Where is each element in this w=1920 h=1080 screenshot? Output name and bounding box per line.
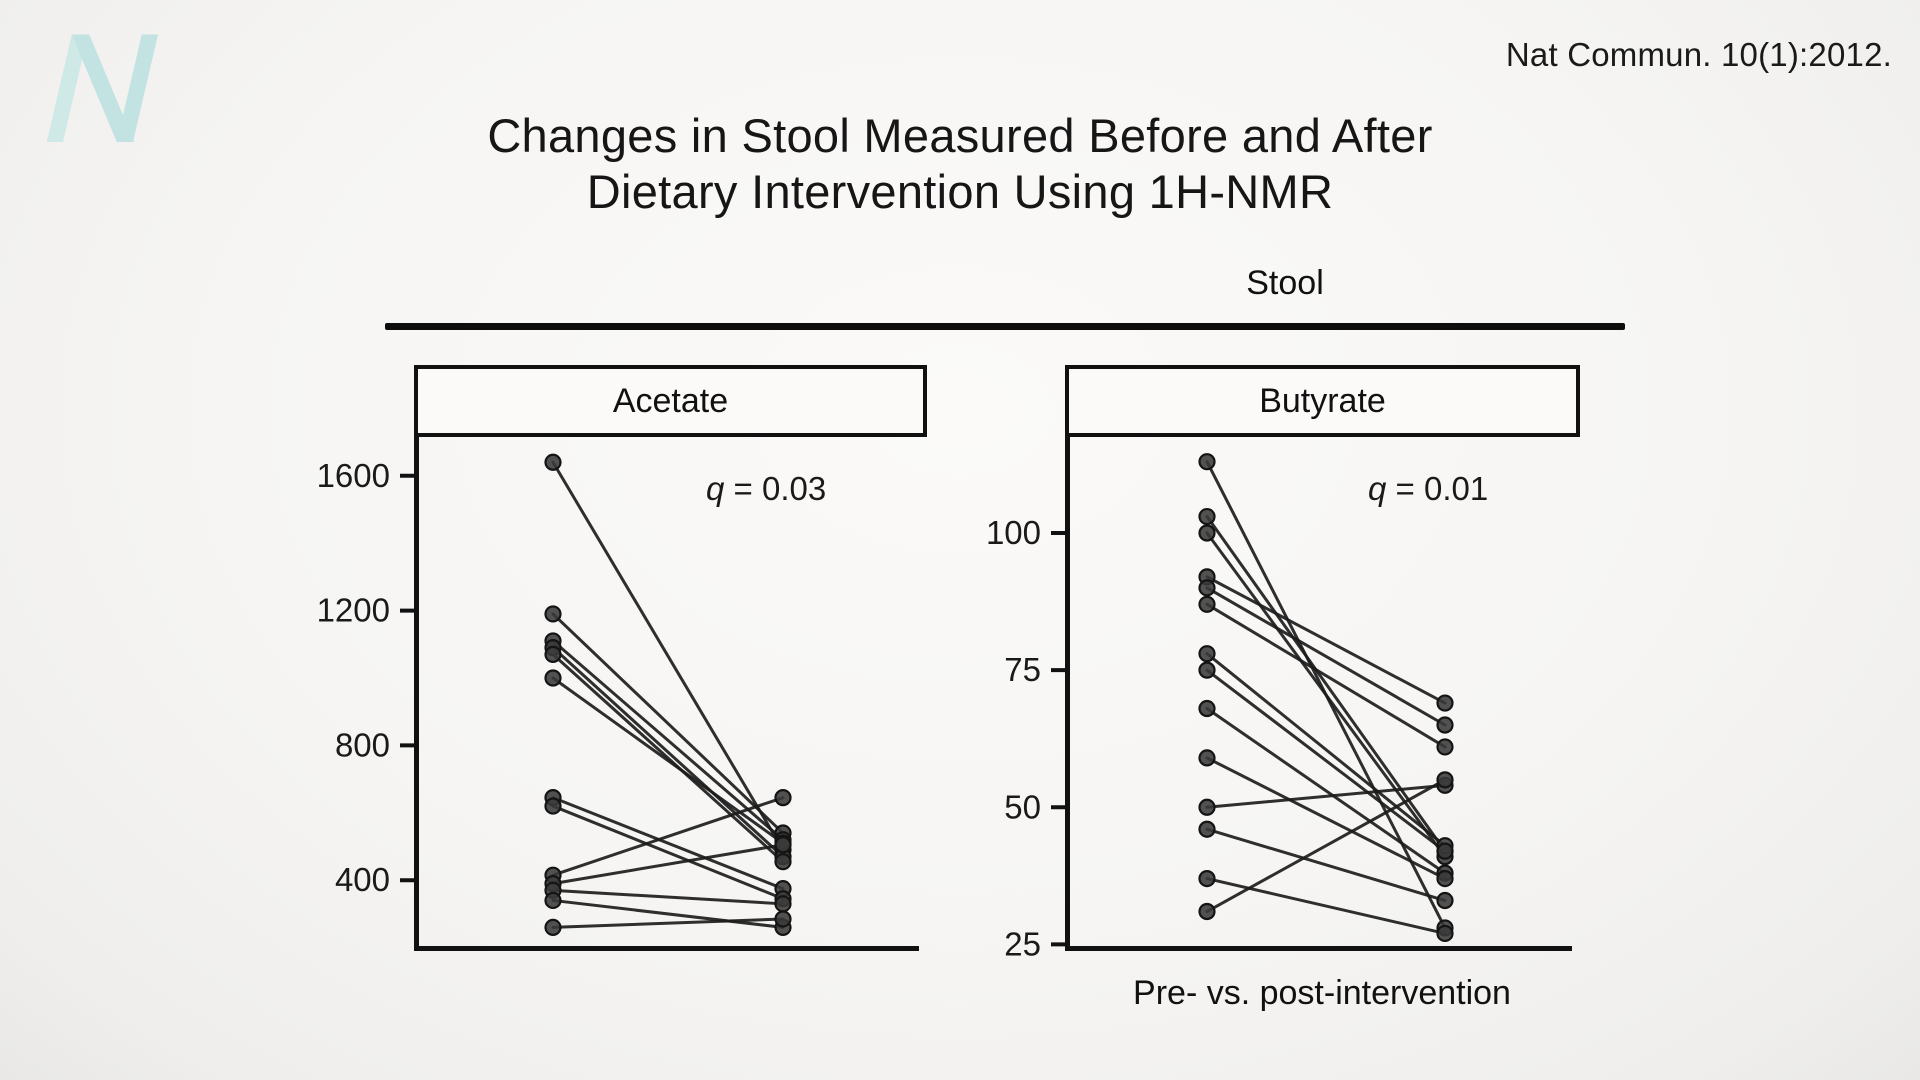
page-title-line2: Dietary Intervention Using 1H-NMR: [586, 165, 1334, 218]
pair-lines: [551, 460, 785, 929]
panel-title-butyrate: Butyrate: [1259, 381, 1386, 420]
y-tick-label: 400: [335, 861, 390, 898]
section-label-stool: Stool: [1246, 264, 1324, 302]
y-tick-label: 50: [1004, 788, 1041, 825]
butyrate-plot: 25 50 75 100 q = 0.01: [986, 437, 1572, 962]
section-rule: [385, 323, 1625, 330]
citation: Nat Commun. 10(1):2012.: [1505, 36, 1892, 73]
q-value-annotation: q = 0.01: [1368, 470, 1488, 507]
panel-title-acetate: Acetate: [612, 381, 729, 420]
y-tick-label: 1200: [317, 592, 390, 629]
page-title-line1: Changes in Stool Measured Before and Aft…: [487, 109, 1433, 162]
q-value-annotation: q = 0.03: [706, 470, 826, 507]
pair-lines: [1205, 460, 1447, 935]
data-points: [1198, 453, 1454, 943]
page-title: Changes in Stool Measured Before and Aft…: [0, 108, 1920, 220]
data-points: [544, 453, 792, 937]
y-ticks: 400 800 1200 1600: [317, 457, 417, 898]
brand-n-logo: [28, 22, 178, 147]
y-ticks: 25 50 75 100: [986, 514, 1068, 962]
x-axis-label: Pre- vs. post-intervention: [1133, 974, 1511, 1012]
y-tick-label: 1600: [317, 457, 390, 494]
panel-header-butyrate: Butyrate: [1065, 365, 1580, 437]
y-tick-label: 100: [986, 514, 1041, 551]
brand-n-logo-icon: [46, 34, 158, 142]
y-tick-label: 800: [335, 726, 390, 763]
panel-header-acetate: Acetate: [414, 365, 927, 437]
y-tick-label: 25: [1004, 925, 1041, 962]
y-tick-label: 75: [1004, 651, 1041, 688]
acetate-plot: 400 800 1200 1600 q = 0.03: [317, 437, 919, 951]
